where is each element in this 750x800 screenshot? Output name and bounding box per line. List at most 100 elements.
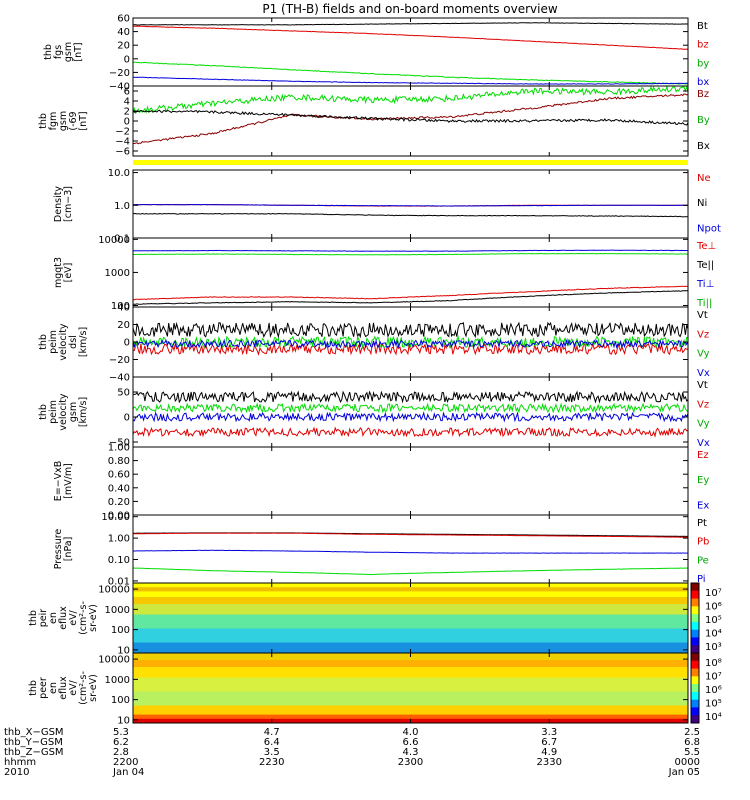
y-axis-label: sr-eV) bbox=[88, 604, 99, 632]
legend-Vz: Vz bbox=[697, 399, 709, 410]
x-column-value: 2230 bbox=[259, 757, 284, 768]
series-line-By bbox=[132, 84, 689, 115]
y-axis-label: thb bbox=[38, 334, 49, 350]
legend-Pt: Pt bbox=[697, 518, 707, 529]
y-tick-label: −50 bbox=[109, 438, 130, 449]
heatmap-band bbox=[133, 667, 688, 678]
x-column-value: 4.9 bbox=[541, 747, 557, 758]
heatmap-band bbox=[133, 587, 688, 592]
colorbar-segment bbox=[691, 660, 699, 670]
y-axis-label: dsl bbox=[68, 335, 79, 349]
x-row-label: hhmm bbox=[4, 757, 36, 768]
heatmap-band bbox=[133, 628, 688, 643]
y-axis-label: Density bbox=[53, 186, 64, 222]
y-axis-label: [km/s] bbox=[78, 327, 89, 357]
panel-10: 10⁸ 10⁷ 10⁶ 10⁵ 10⁴ 10000 1000 100 10 thb peer en ef… bbox=[28, 652, 722, 726]
colorbar-segment bbox=[691, 637, 699, 646]
x-column-value: 6.2 bbox=[113, 737, 129, 748]
x-column-value: Jan 05 bbox=[668, 767, 700, 778]
x-column-value: 5.5 bbox=[684, 747, 700, 758]
colorbar-tick-label: 10⁷ bbox=[705, 588, 722, 599]
y-tick-label: 0 bbox=[124, 338, 130, 349]
colorbar-tick-label: 10⁵ bbox=[705, 615, 722, 626]
y-axis-label: thb bbox=[38, 113, 49, 129]
y-axis-label: en bbox=[48, 612, 59, 624]
y-axis-label: [km/s] bbox=[78, 397, 89, 427]
y-tick-label: 50 bbox=[117, 388, 130, 399]
series-line-Pb bbox=[133, 532, 688, 538]
panel-5: 40 20 0 −20 −40 thb peim velocity dsl [km/s] Vt Vz V… bbox=[38, 303, 710, 384]
y-axis-label: mgqt3 bbox=[53, 257, 64, 288]
series-line-Ti|| bbox=[132, 252, 689, 256]
y-tick-label: −2 bbox=[115, 127, 130, 138]
y-axis-label: (cm²-s- bbox=[78, 671, 89, 705]
colorbar-segment bbox=[691, 668, 699, 677]
y-axis-label: gsm bbox=[58, 111, 69, 131]
panel-1: 60 40 20 0 −20 −40 thb fgs gsm [nT] Bt bz by bx bbox=[43, 14, 709, 93]
series-line-Vz bbox=[132, 341, 689, 356]
legend-Vy: Vy bbox=[697, 349, 710, 360]
series-line-Vy bbox=[132, 402, 689, 414]
panel-frame bbox=[132, 514, 689, 584]
x-column-value: 2.5 bbox=[684, 727, 700, 738]
y-axis-label: [mV/m] bbox=[63, 463, 74, 499]
y-tick-label: 40 bbox=[117, 303, 130, 314]
y-tick-label: −40 bbox=[109, 373, 130, 384]
series-line-Npot bbox=[133, 203, 689, 207]
y-axis-label: (-69 bbox=[68, 111, 79, 130]
legend-Te⊥: Te⊥ bbox=[696, 241, 716, 252]
x-row-label: thb_Z−GSM bbox=[4, 747, 64, 758]
x-column-value: 6.4 bbox=[264, 737, 280, 748]
y-tick-label: 0.80 bbox=[108, 456, 130, 467]
colorbar-segment bbox=[691, 606, 699, 615]
y-axis-label: peir bbox=[38, 609, 49, 628]
y-axis-label: thb bbox=[28, 680, 39, 696]
legend-Te||: Te|| bbox=[696, 260, 714, 271]
x-column-value: 2.8 bbox=[113, 747, 129, 758]
y-axis-label: [nT] bbox=[78, 111, 89, 130]
y-axis-label: sr-eV) bbox=[88, 674, 99, 702]
heatmap-band bbox=[133, 614, 688, 629]
legend-Bz: Bz bbox=[697, 89, 709, 100]
y-tick-label: 10.00 bbox=[101, 512, 130, 523]
legend-Ey: Ey bbox=[697, 475, 709, 486]
x-column-value: 3.3 bbox=[541, 727, 557, 738]
panel-3: 10.0 1.0 0.1 Density [cm−3] Ne Ni Npot bbox=[53, 168, 721, 244]
y-axis-label: velocity bbox=[58, 323, 69, 361]
y-axis-label: eV/ bbox=[68, 609, 79, 625]
y-tick-label: 1.00 bbox=[108, 534, 130, 545]
y-tick-label: 10000 bbox=[98, 235, 130, 246]
heatmap-band bbox=[133, 591, 688, 598]
y-axis-label: en bbox=[48, 682, 59, 694]
y-axis-label: peim bbox=[48, 400, 59, 424]
x-column-value: 2330 bbox=[537, 757, 562, 768]
y-axis-label: Pressure bbox=[53, 529, 64, 570]
heatmap-band bbox=[133, 597, 688, 605]
x-column-value: 3.5 bbox=[264, 747, 280, 758]
x-column-value: 4.7 bbox=[264, 727, 280, 738]
y-tick-label: −6 bbox=[115, 147, 130, 158]
colorbar-segment bbox=[691, 590, 699, 600]
legend-Pe: Pe bbox=[697, 555, 709, 566]
colorbar-tick-label: 10⁶ bbox=[705, 602, 722, 613]
y-axis-label: eflux bbox=[58, 606, 69, 630]
panel-frame bbox=[132, 446, 689, 516]
legend-Pi: Pi bbox=[697, 574, 706, 585]
y-axis-label: gsm bbox=[68, 402, 79, 422]
series-line-Te|| bbox=[133, 290, 689, 305]
y-tick-label: −40 bbox=[109, 82, 130, 93]
y-tick-label: 6 bbox=[124, 87, 130, 98]
legend-bz: bz bbox=[697, 40, 709, 51]
y-axis-label: fgs bbox=[53, 45, 64, 59]
colorbar-segment bbox=[691, 645, 699, 654]
legend-bx: bx bbox=[697, 77, 709, 88]
heatmap-band bbox=[133, 604, 688, 615]
y-tick-label: −20 bbox=[109, 68, 130, 79]
y-axis-label: (cm²-s- bbox=[78, 601, 89, 635]
y-tick-label: 1.00 bbox=[108, 443, 130, 454]
y-tick-label: 0.60 bbox=[108, 470, 130, 481]
colorbar-segment bbox=[691, 629, 699, 638]
y-tick-label: 1.0 bbox=[114, 201, 130, 212]
x-column-value: 6.6 bbox=[403, 737, 419, 748]
